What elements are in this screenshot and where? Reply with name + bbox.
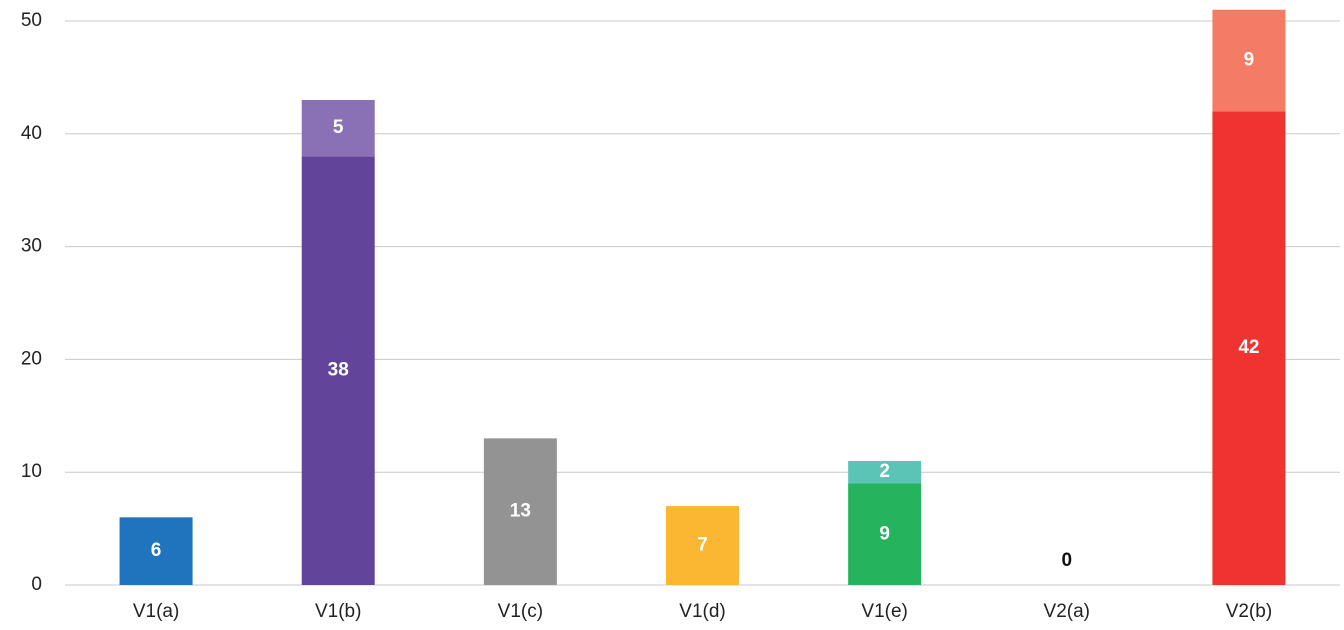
- bar-segment: [483, 438, 557, 585]
- value-label: 2: [879, 461, 890, 482]
- x-tick-label: V1(d): [679, 601, 725, 622]
- value-label: 6: [151, 540, 162, 561]
- y-tick-label: 30: [21, 236, 42, 257]
- value-label: 9: [879, 523, 890, 544]
- x-tick-label: V2(b): [1226, 601, 1272, 622]
- bar-segment: [848, 460, 922, 484]
- y-tick-label: 20: [21, 348, 42, 369]
- value-label: 38: [328, 360, 349, 381]
- x-tick-label: V1(b): [315, 601, 361, 622]
- value-label: 13: [510, 501, 531, 522]
- bar-segment: [848, 483, 922, 585]
- value-label: 5: [333, 117, 344, 138]
- x-tick-label: V1(a): [133, 601, 179, 622]
- y-tick-label: 40: [21, 123, 42, 144]
- value-label: 7: [697, 535, 708, 556]
- value-label: 0: [1061, 550, 1072, 571]
- x-tick-label: V1(e): [861, 601, 907, 622]
- bar-segment: [1212, 9, 1286, 112]
- y-tick-label: 50: [21, 10, 42, 31]
- bar-segment: [301, 156, 375, 586]
- value-label: 42: [1238, 337, 1259, 358]
- bar-segment: [1212, 111, 1286, 586]
- x-tick-label: V2(a): [1044, 601, 1090, 622]
- bar-segment: [666, 506, 739, 585]
- bar-segment: [119, 517, 193, 585]
- y-tick-label: 0: [31, 574, 42, 595]
- x-tick-label: V1(c): [498, 601, 543, 622]
- value-label: 9: [1244, 49, 1255, 70]
- y-tick-label: 10: [21, 461, 42, 482]
- bar-segment: [301, 99, 375, 157]
